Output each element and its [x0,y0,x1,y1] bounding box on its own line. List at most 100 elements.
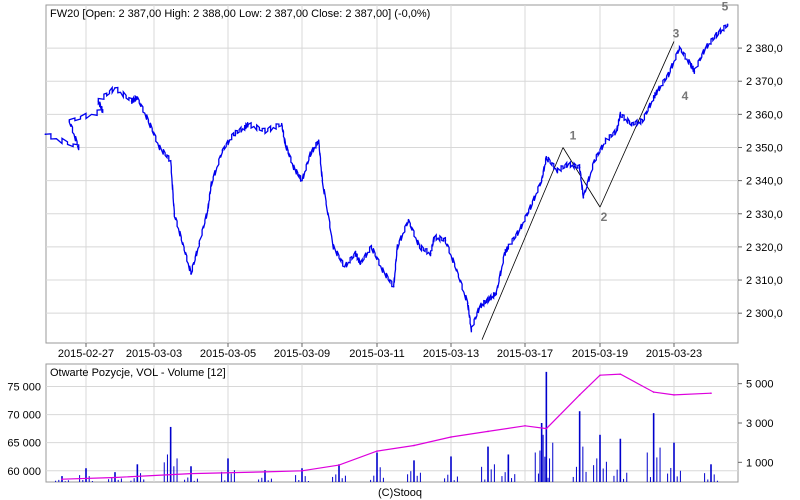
price-point [284,143,287,145]
open-interest-point [673,394,675,396]
open-interest-point [652,391,655,393]
price-point [136,96,139,99]
volume-left-tick-label: 70 000 [7,410,41,422]
price-point [101,110,104,112]
price-point [210,183,213,185]
price-x-tick-label: 2015-03-03 [126,348,182,360]
open-interest-point [376,450,378,452]
price-point [247,123,250,126]
price-point [478,305,481,308]
price-x-tick-label: 2015-03-17 [497,348,553,360]
price-y-tick-label: 2 350,0 [746,142,783,154]
open-interest-point [599,374,601,377]
price-point [264,130,266,132]
open-interest-line [61,373,712,480]
elliott-wave-labels: 1 2 3 4 5 [570,0,729,224]
price-point [97,100,100,102]
price-point [158,146,161,149]
price-y-tick-label: 2 310,0 [746,275,783,287]
price-point [317,140,320,142]
price-point [206,209,209,212]
price-point [321,179,324,182]
price-point [418,246,421,248]
price-point [444,239,447,242]
price-point [678,47,681,49]
price-point [232,133,235,136]
price-x-tick-label: 2015-03-23 [646,348,702,360]
price-x-tick-label: 2015-02-27 [58,348,114,360]
price-y-tick-label: 2 330,0 [746,209,783,221]
price-point [518,229,521,232]
price-point [487,299,489,301]
price-chart-title: FW20 [Open: 2 387,00 High: 2 388,00 Low:… [50,8,430,20]
price-point [470,328,473,331]
price-point [593,159,596,162]
price-point [407,219,410,222]
volume-chart-title: Otwarte Pozycje, VOL - Volume [12] [50,367,226,379]
price-point [545,156,548,159]
price-point [370,246,373,248]
volume-plot-frame [45,363,739,483]
price-x-tick-label: 2015-03-19 [572,348,628,360]
wave-label-4: 4 [682,89,689,103]
price-point [221,150,224,152]
price-point [689,63,692,66]
price-point [243,126,246,129]
volume-right-axis: 1 000 3 000 5 000 [738,379,774,469]
price-point [604,140,607,142]
price-point [169,159,172,162]
price-point [343,265,346,268]
price-point [507,246,510,248]
price-point [715,34,718,36]
price-point [198,242,201,245]
price-point [429,252,432,255]
wave-label-2: 2 [601,210,608,224]
price-point [540,179,543,182]
wave-label-1: 1 [570,128,577,142]
price-panel: 1 2 3 4 5 2 300,0 2 310,0 2 320,0 2 330,0 2 340,… [44,0,783,360]
price-point [455,269,458,271]
open-interest-point [619,373,622,375]
open-interest-point [61,478,63,480]
wave-line [481,147,564,340]
price-point [641,120,644,122]
open-interest-point [413,444,415,447]
price-point [392,285,395,288]
volume-gridlines [46,364,738,482]
price-point [578,166,581,169]
price-point [68,120,71,122]
price-point [147,120,150,122]
price-point [693,70,696,73]
volume-right-tick-label: 3 000 [746,418,774,430]
open-interest-point [578,394,581,396]
price-point [582,196,585,198]
open-interest-point [190,472,192,475]
price-point [656,90,659,92]
price-point [309,153,312,155]
price-point [466,302,469,305]
footer-credit: (C)Stooq [378,487,422,499]
open-interest-point [338,464,340,466]
wave-label-5: 5 [722,0,729,13]
price-point [396,246,399,248]
volume-left-tick-label: 60 000 [7,466,41,478]
volume-panel: 60 000 65 000 70 000 75 000 1 000 3 000 5 000… [7,363,774,483]
price-point [433,236,436,238]
price-point [556,169,559,172]
price-point [615,130,618,132]
price-point [332,246,335,248]
price-x-tick-label: 2015-03-11 [349,348,404,360]
price-point [495,292,498,295]
price-point [292,166,295,169]
price-point [704,47,707,49]
price-y-tick-label: 2 370,0 [746,76,783,88]
price-point [652,96,655,99]
volume-right-tick-label: 5 000 [746,379,774,391]
volume-left-tick-label: 75 000 [7,381,41,393]
open-interest-point [487,430,489,433]
price-point [567,163,570,165]
price-point [114,87,116,89]
price-x-tick-label: 2015-03-09 [274,348,330,360]
open-interest-point [264,471,266,473]
open-interest-point [710,392,712,395]
